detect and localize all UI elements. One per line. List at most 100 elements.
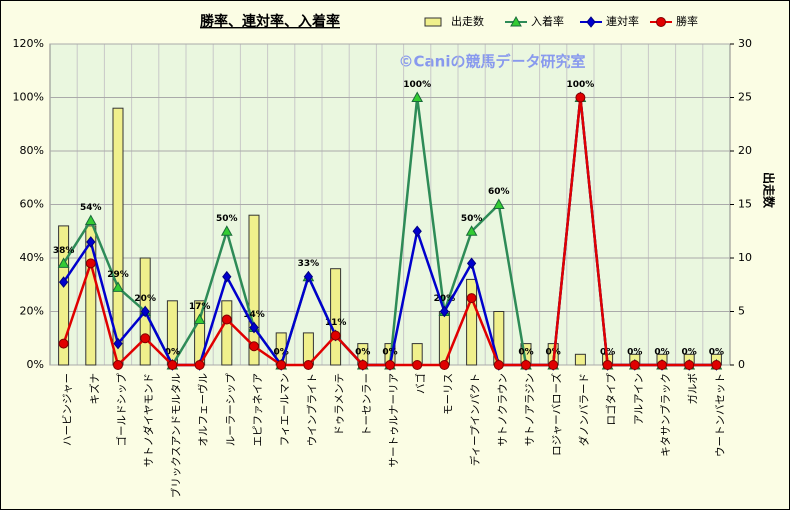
data-label: 0% [382, 348, 397, 358]
data-label: 50% [216, 214, 238, 224]
legend-label: 入着率 [531, 14, 564, 28]
point [575, 92, 586, 103]
data-label: 33% [298, 259, 320, 269]
point [465, 225, 478, 236]
point [357, 360, 368, 370]
x-tick-label: ルーラーシップ [225, 373, 237, 447]
data-label: 0% [600, 348, 615, 358]
data-label: 60% [488, 187, 510, 197]
data-label: 50% [461, 214, 483, 224]
point [113, 337, 123, 350]
point [412, 360, 423, 370]
bar [330, 268, 342, 366]
x-tick-label: キタサンブラック [659, 373, 672, 457]
y2-tick-label: 20 [738, 144, 752, 157]
data-label: 0% [546, 348, 561, 358]
data-label: 11% [325, 318, 347, 328]
point [492, 198, 505, 209]
point [58, 338, 69, 349]
x-tick-label: サトノアラジン [524, 373, 536, 446]
legend-marker [510, 15, 522, 27]
point [303, 360, 314, 370]
point [58, 276, 69, 288]
x-tick-label: フィエールマン [279, 373, 291, 446]
legend-label: 勝率 [676, 14, 698, 28]
x-tick-label: ウインブライト [305, 373, 318, 446]
x-tick-label: ハービンジャー [62, 373, 74, 446]
x-tick-label: ドゥラメンテ [334, 373, 346, 436]
y2-tick-label: 25 [738, 91, 752, 104]
bar [221, 300, 233, 366]
data-label: 0% [627, 348, 642, 358]
data-label: 100% [403, 80, 431, 90]
x-tick-label: ダノンバラード [577, 373, 590, 446]
chart-title: 勝率、連対率、入着率 [200, 13, 340, 30]
x-tick-label: キズナ [88, 373, 101, 405]
x-tick-label: ガルボ [687, 373, 699, 405]
point [629, 360, 640, 370]
point [711, 360, 722, 370]
point [439, 305, 450, 318]
x-tick-label: サトノダイヤモンド [142, 373, 155, 467]
y2-tick-label: 5 [738, 305, 745, 318]
point [113, 360, 123, 370]
point [84, 214, 97, 226]
point [85, 258, 96, 269]
x-tick-label: エピファネイア [252, 373, 264, 447]
point [412, 225, 422, 238]
y2-axis-label: 出走数 [762, 172, 777, 209]
x-tick-label: ウートンバセット [714, 373, 726, 457]
point [466, 257, 477, 270]
x-tick-label: ブリックスアンドモルタル [169, 373, 182, 498]
point [330, 330, 341, 341]
y-tick-label: 100% [13, 91, 44, 104]
data-label: 0% [274, 348, 289, 358]
point [140, 305, 150, 318]
bar [466, 278, 478, 366]
point [220, 225, 233, 236]
x-tick-label: オルフェーヴル [197, 373, 210, 447]
point [249, 321, 259, 334]
data-label: 17% [189, 302, 211, 312]
point [276, 360, 287, 370]
legend-marker [656, 17, 666, 27]
data-label: 0% [682, 348, 697, 358]
y-tick-label: 0% [27, 358, 44, 371]
y-tick-label: 80% [20, 144, 44, 157]
x-tick-label: サトノクラウン [497, 373, 509, 447]
y-tick-label: 20% [20, 305, 44, 318]
y-tick-label: 40% [20, 251, 44, 264]
point [439, 360, 450, 370]
y-tick-label: 120% [13, 37, 44, 50]
data-label: 0% [355, 348, 370, 358]
data-label: 38% [53, 246, 75, 256]
legend-label: 出走数 [451, 14, 484, 28]
bar [574, 353, 586, 366]
data-label: 0% [709, 348, 724, 358]
x-tick-label: バゴ [414, 373, 427, 394]
point [194, 360, 205, 370]
data-label: 20% [434, 294, 456, 304]
point [684, 360, 695, 370]
point [167, 360, 178, 370]
point [112, 281, 124, 292]
data-label: 20% [134, 294, 156, 304]
x-tick-label: ゴールドシップ [115, 373, 128, 447]
y-tick-label: 60% [20, 198, 44, 211]
data-label: 54% [80, 203, 102, 213]
point [548, 360, 559, 370]
point [385, 360, 395, 370]
data-label: 0% [165, 348, 180, 358]
bar [85, 225, 97, 366]
point [221, 314, 232, 325]
x-tick-label: ロゴタイプ [605, 373, 618, 426]
y2-tick-label: 0 [738, 358, 745, 371]
data-label: 29% [107, 270, 129, 280]
point [57, 257, 70, 268]
legend-label: 連対率 [606, 14, 639, 28]
point [303, 270, 314, 283]
x-tick-label: トーセンラー [361, 373, 373, 436]
data-label: 100% [566, 80, 594, 90]
point [411, 91, 424, 102]
